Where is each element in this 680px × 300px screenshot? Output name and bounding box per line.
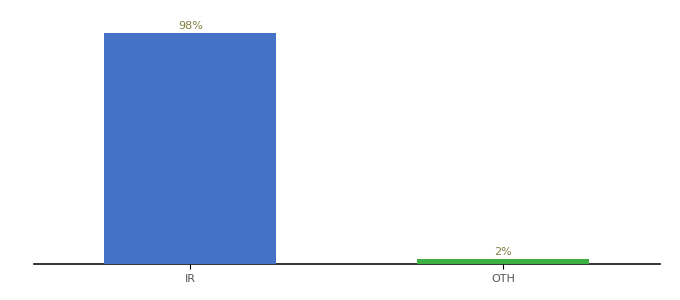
Bar: [418, 259, 589, 264]
Text: 2%: 2%: [494, 248, 512, 257]
Text: 98%: 98%: [178, 21, 203, 31]
Bar: [105, 33, 276, 264]
